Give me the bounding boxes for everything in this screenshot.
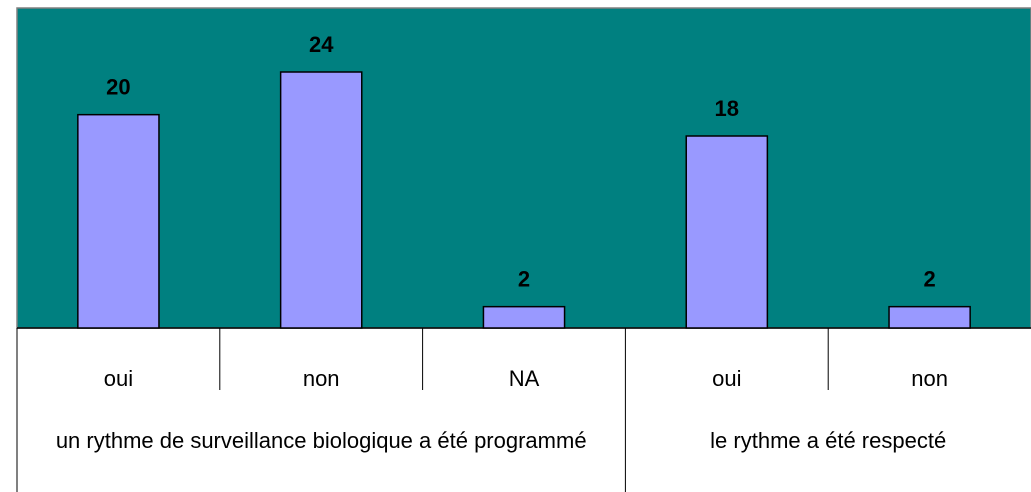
- bar: [482, 305, 566, 329]
- group-label: un rythme de surveillance biologique a é…: [55, 428, 587, 453]
- data-label: 2: [518, 267, 530, 292]
- group-label: le rythme a été respecté: [710, 428, 947, 453]
- x-tick-label: non: [911, 366, 948, 391]
- bar: [685, 135, 769, 329]
- data-label: 20: [106, 75, 130, 100]
- x-tick-label: non: [303, 366, 340, 391]
- data-label: 24: [309, 32, 334, 57]
- x-tick-label: oui: [104, 366, 133, 391]
- bar: [888, 305, 971, 329]
- x-tick-label: oui: [712, 366, 741, 391]
- x-tick-label: NA: [509, 366, 540, 391]
- data-label: 2: [923, 267, 935, 292]
- data-label: 18: [715, 96, 739, 121]
- plot-area: [16, 7, 1031, 329]
- bar: [77, 113, 160, 329]
- bar: [279, 71, 363, 329]
